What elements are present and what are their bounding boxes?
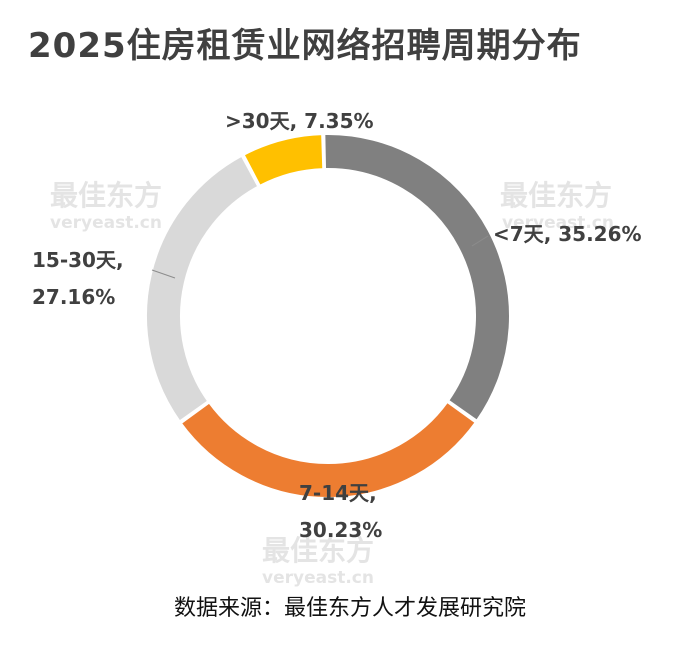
- data-label-7-14: 7-14天,: [299, 481, 377, 505]
- watermark-text-2: 最佳东方: [500, 179, 612, 212]
- data-label-lt7-value: 35.26%: [558, 222, 641, 246]
- watermark-text-3: 最佳东方: [262, 534, 374, 567]
- data-label-7-14-value: 30.23%: [299, 518, 382, 542]
- chart-title: 2025住房租赁业网络招聘周期分布: [28, 26, 582, 66]
- data-label-15-30-value: 27.16%: [32, 285, 115, 309]
- data-label-lt7-category: <7天: [493, 222, 545, 246]
- watermarks: 最佳东方 veryeast.cn 最佳东方 veryeast.cn 最佳东方 v…: [50, 179, 614, 588]
- leader-line-15-30: [151, 269, 176, 279]
- slice-gt30: [242, 133, 325, 188]
- slice-lt7: [323, 133, 511, 423]
- data-label-gt30: >30天, 7.35%: [225, 109, 374, 133]
- watermark-subtext-3: veryeast.cn: [262, 568, 374, 588]
- slice-15-30: [145, 154, 260, 423]
- data-source-note: 数据来源：最佳东方人才发展研究院: [173, 596, 526, 621]
- leader-lines: [151, 235, 489, 279]
- data-label-gt30-value: 7.35%: [304, 109, 373, 133]
- donut-slices: [145, 133, 511, 499]
- data-label-15-30-category: 15-30天: [32, 248, 117, 272]
- data-label-15-30: 15-30天,: [32, 248, 124, 272]
- leader-line-lt7: [471, 235, 489, 247]
- data-label-lt7: <7天, 35.26%: [493, 222, 642, 246]
- data-labels: >30天, 7.35% <7天, 35.26% 15-30天, 27.16% 7…: [32, 109, 642, 542]
- data-label-7-14-category: 7-14天: [299, 481, 370, 505]
- watermark-subtext-1: veryeast.cn: [50, 213, 162, 233]
- slice-7-14: [179, 400, 478, 499]
- watermark-text-1: 最佳东方: [50, 179, 162, 212]
- data-label-gt30-category: >30天: [225, 109, 291, 133]
- watermark-subtext-2: veryeast.cn: [502, 213, 614, 233]
